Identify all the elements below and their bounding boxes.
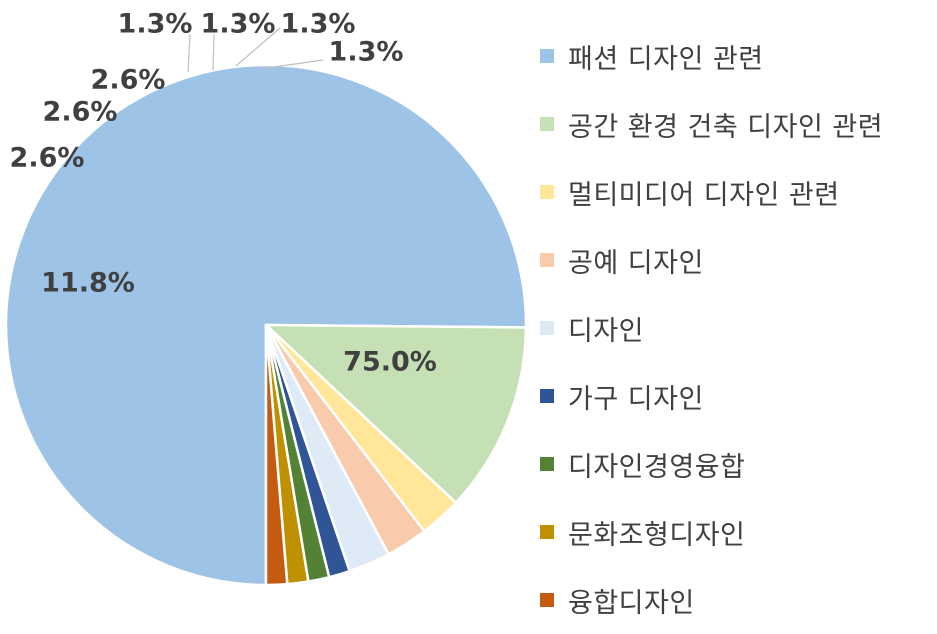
legend-item: 패션 디자인 관련	[540, 22, 883, 90]
legend-swatch	[540, 321, 554, 335]
data-label: 75.0%	[343, 347, 437, 378]
leader-line	[235, 27, 281, 67]
legend-swatch	[540, 185, 554, 199]
leader-line	[212, 33, 215, 71]
pie-slice	[4, 63, 528, 587]
legend-swatch	[540, 593, 554, 607]
legend-label: 패션 디자인 관련	[568, 43, 764, 75]
legend-label: 멀티미디어 디자인 관련	[568, 179, 840, 211]
leader-line	[259, 59, 324, 70]
data-label: 2.6%	[43, 97, 118, 128]
legend-swatch	[540, 253, 554, 267]
legend-item: 공예 디자인	[540, 226, 883, 294]
legend-item: 공간 환경 건축 디자인 관련	[540, 90, 883, 158]
data-label: 1.3%	[118, 9, 193, 40]
legend-label: 문화조형디자인	[568, 519, 746, 551]
legend-swatch	[540, 117, 554, 131]
legend-label: 가구 디자인	[568, 383, 704, 415]
legend-item: 디자인경영융합	[540, 430, 883, 498]
data-label: 2.6%	[91, 65, 166, 96]
legend-item: 융합디자인	[540, 566, 883, 634]
pie-slice	[264, 323, 528, 504]
legend-swatch	[540, 457, 554, 471]
legend-swatch	[540, 525, 554, 539]
pie-slices	[4, 63, 528, 587]
data-label: 1.3%	[201, 9, 276, 40]
data-label: 2.6%	[10, 143, 85, 174]
legend-label: 디자인	[568, 315, 645, 347]
legend-label: 융합디자인	[568, 587, 695, 619]
legend-item: 멀티미디어 디자인 관련	[540, 158, 883, 226]
legend-item: 문화조형디자인	[540, 498, 883, 566]
legend-item: 디자인	[540, 294, 883, 362]
data-label: 11.8%	[41, 268, 135, 299]
data-labels: 75.0%11.8%2.6%2.6%2.6%1.3% 1.3% 1.3%1.3%	[10, 9, 437, 378]
legend-swatch	[540, 49, 554, 63]
pie-chart: 75.0%11.8%2.6%2.6%2.6%1.3% 1.3% 1.3%1.3%	[4, 9, 528, 587]
legend-item: 가구 디자인	[540, 362, 883, 430]
legend-swatch	[540, 389, 554, 403]
leader-line	[187, 33, 191, 73]
data-label: 1.3%	[329, 37, 404, 68]
data-label: 1.3%	[281, 9, 356, 40]
pie-slice	[264, 323, 289, 587]
legend-label: 공간 환경 건축 디자인 관련	[568, 111, 884, 143]
legend-label: 공예 디자인	[568, 247, 704, 279]
legend-label: 디자인경영융합	[568, 451, 746, 483]
